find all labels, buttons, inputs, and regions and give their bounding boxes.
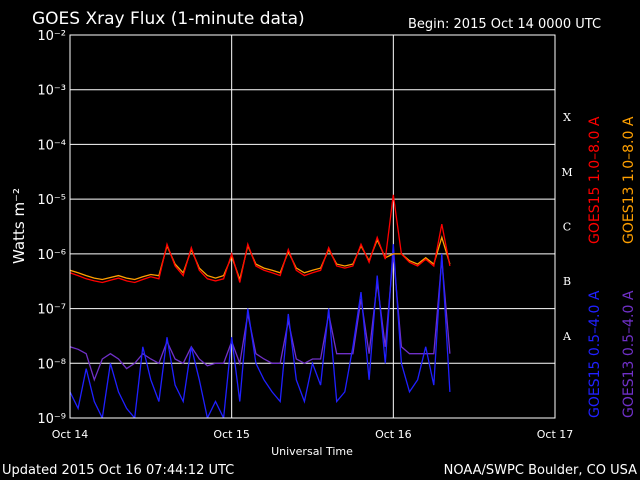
chart-subtitle: Begin: 2015 Oct 14 0000 UTC (408, 17, 601, 32)
y-tick-label: 10⁻⁸ (37, 357, 66, 372)
y-tick-label: 10⁻⁷ (37, 303, 66, 318)
y-tick-label: 10⁻² (37, 29, 66, 44)
class-label: C (563, 221, 571, 234)
y-tick-label: 10⁻⁶ (37, 248, 66, 263)
x-tick-label: Oct 16 (375, 428, 412, 441)
class-label: M (561, 166, 572, 179)
footer-right: NOAA/SWPC Boulder, CO USA (444, 463, 637, 478)
y-tick-label: 10⁻⁵ (37, 193, 66, 208)
x-tick-label: Oct 14 (52, 428, 89, 441)
legend-entry: GOES13 1.0–8.0 A (621, 116, 637, 244)
class-label: B (563, 275, 571, 288)
series-line (70, 253, 451, 382)
x-tick-label: Oct 17 (537, 428, 574, 441)
legend-entry: GOES13 0.5–4.0 A (621, 290, 637, 418)
legend-entry: GOES15 0.5–4.0 A (587, 290, 603, 418)
plot-frame (69, 34, 556, 419)
class-label: X (563, 111, 571, 124)
series-line (70, 244, 451, 418)
y-tick-label: 10⁻³ (37, 84, 66, 99)
y-tick-label: 10⁻⁹ (37, 412, 66, 427)
chart-title: GOES Xray Flux (1-minute data) (32, 9, 305, 29)
legend-entry: GOES15 1.0–8.0 A (587, 116, 603, 244)
y-axis-label: Watts m⁻² (10, 188, 28, 264)
x-axis-label: Universal Time (271, 445, 353, 458)
x-tick-label: Oct 15 (213, 428, 250, 441)
series-line (70, 235, 451, 282)
footer-left: Updated 2015 Oct 16 07:44:12 UTC (2, 463, 234, 478)
class-label: A (562, 330, 572, 343)
y-tick-label: 10⁻⁴ (37, 138, 66, 153)
series-line (70, 194, 451, 284)
